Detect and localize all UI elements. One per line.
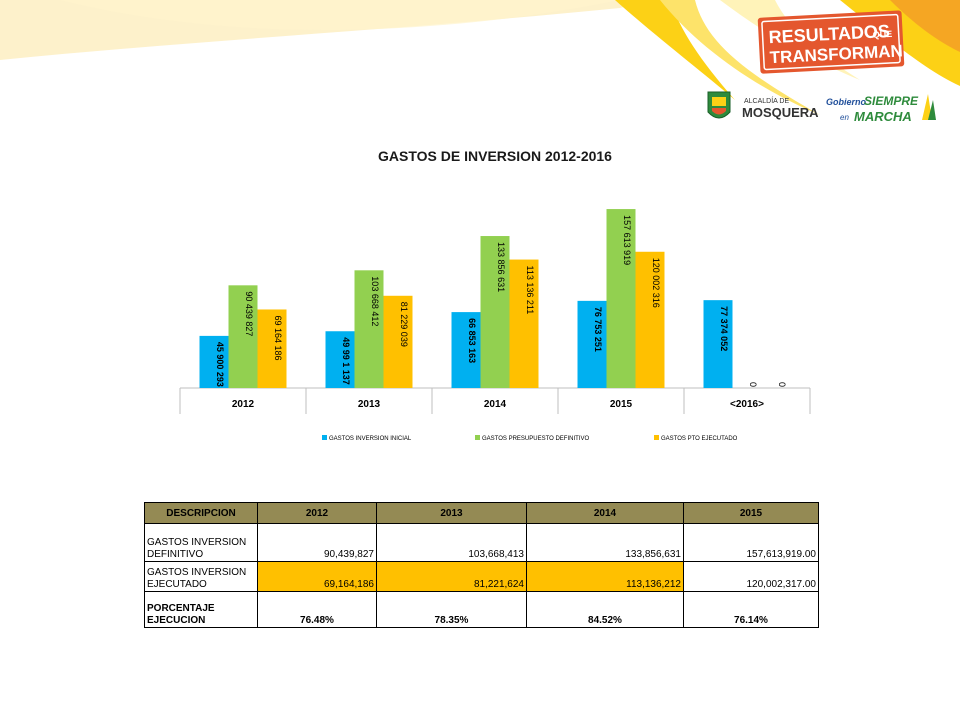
table-row: GASTOS INVERSION EJECUTADO 69,164,186 81… (144, 561, 819, 592)
table-cell: 113,136,212 (526, 561, 684, 592)
header-descripcion: DESCRIPCION (144, 502, 258, 524)
legend-swatch (654, 435, 659, 440)
legend-swatch (475, 435, 480, 440)
bar (257, 309, 287, 388)
legend-label: GASTOS PRESUPUESTO DEFINITIVO (482, 436, 589, 442)
table-row: PORCENTAJE EJECUCION 76.48% 78.35% 84.52… (144, 591, 819, 628)
x-tick-label: 2012 (232, 399, 255, 410)
gobierno-word: Gobierno (826, 97, 867, 107)
table-cell: 133,856,631 (526, 523, 684, 562)
bar (451, 312, 481, 388)
alcaldia-small: ALCALDÍA DE (744, 96, 789, 105)
data-label: 49 99 1 137 (341, 337, 351, 385)
bar (228, 285, 258, 388)
x-tick-label: 2014 (484, 399, 507, 410)
bar (354, 270, 384, 388)
alcaldia-big: MOSQUERA (742, 105, 819, 120)
table-cell: 69,164,186 (257, 561, 377, 592)
table-cell: 120,002,317.00 (683, 561, 819, 592)
bar-chart: 45 900 293 90 439 827 69 164 186 2012 49 99 … (179, 209, 811, 442)
data-label: 77 374 052 (719, 306, 729, 351)
chart-title: GASTOS DE INVERSION 2012-2016 (378, 148, 612, 164)
table-cell: 103,668,413 (376, 523, 527, 562)
row-label: GASTOS INVERSION DEFINITIVO (144, 523, 258, 562)
municipal-shield-icon (707, 91, 731, 119)
legend-label: GASTOS INVERSION INICIAL (329, 436, 412, 442)
bar (606, 209, 636, 388)
data-label: 113 136 211 (525, 266, 535, 315)
data-label: 76 753 251 (593, 307, 603, 352)
table-cell: 76.48% (257, 591, 377, 628)
data-label: 90 439 827 (244, 291, 254, 336)
investment-table: DESCRIPCION 2012 2013 2014 2015 GASTOS I… (144, 502, 819, 628)
table-cell: 78.35% (376, 591, 527, 628)
table-cell: 84.52% (526, 591, 684, 628)
table-cell: 157,613,919.00 (683, 523, 819, 562)
table-cell: 81,221,624 (376, 561, 527, 592)
data-label: 120 002 316 (651, 258, 661, 308)
bar (383, 295, 413, 388)
table-cell: 76.14% (683, 591, 819, 628)
marcha-word: MARCHA (854, 109, 912, 124)
table-header-row: DESCRIPCION 2012 2013 2014 2015 (144, 502, 819, 524)
row-label: PORCENTAJE EJECUCION (144, 591, 258, 628)
bar (199, 335, 229, 388)
data-label: 81 229 039 (399, 302, 409, 347)
bar (480, 236, 510, 388)
data-label: 69 164 186 (273, 315, 283, 360)
slogan-logo: RESULTADOS QUE TRANSFORMAN (757, 10, 905, 74)
bar (509, 259, 539, 388)
bar (325, 331, 355, 388)
slogan-que: QUE (872, 29, 892, 40)
x-tick-label: 2015 (610, 399, 633, 410)
data-label: 0 (748, 382, 758, 387)
data-label: 66 853 163 (467, 318, 477, 363)
chart-container: GASTOS DE INVERSION 2012-2016 45 900 293… (170, 140, 820, 450)
legend-label: GASTOS PTO EJECUTADO (661, 436, 738, 442)
x-tick-label: <2016> (730, 399, 764, 410)
data-label: 157 613 919 (622, 215, 632, 265)
header-2012: 2012 (257, 502, 377, 524)
table-cell: 90,439,827 (257, 523, 377, 562)
data-label: 133 856 631 (496, 242, 506, 292)
bar (635, 251, 665, 388)
header-2014: 2014 (526, 502, 684, 524)
legend-swatch (322, 435, 327, 440)
data-label: 103 668 412 (370, 276, 380, 326)
row-label: GASTOS INVERSION EJECUTADO (144, 561, 258, 592)
brand-logos: ALCALDÍA DE MOSQUERA Gobierno SIEMPRE en… (707, 91, 936, 124)
table-row: GASTOS INVERSION DEFINITIVO 90,439,827 1… (144, 523, 819, 562)
en-word: en (840, 113, 849, 122)
siempre-word: SIEMPRE (864, 94, 919, 108)
bar (703, 300, 733, 388)
header-2015: 2015 (683, 502, 819, 524)
bar (577, 300, 607, 388)
data-label: 0 (777, 382, 787, 387)
marcha-flag-icon (922, 94, 932, 120)
header-2013: 2013 (376, 502, 527, 524)
x-tick-label: 2013 (358, 399, 381, 410)
data-label: 45 900 293 (215, 342, 225, 387)
